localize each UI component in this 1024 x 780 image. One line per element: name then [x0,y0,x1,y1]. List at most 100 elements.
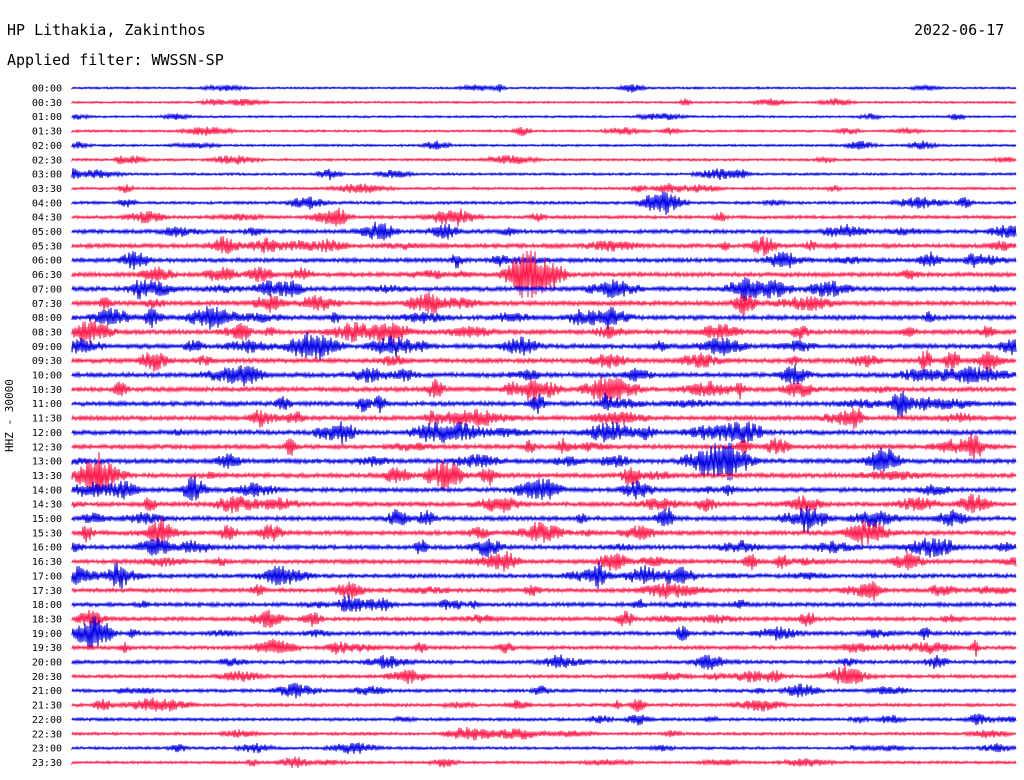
row-label-0530: 05:30 [32,241,62,252]
row-label-2330: 23:30 [32,758,62,769]
row-label-1130: 11:30 [32,414,62,425]
trace-row-0500 [71,221,1017,241]
row-label-0100: 01:00 [32,112,62,123]
trace-row-1000 [71,364,1017,387]
trace-row-1530 [71,518,1017,546]
row-label-1530: 15:30 [32,528,62,539]
row-label-0900: 09:00 [32,342,62,353]
trace-row-0630 [71,250,1017,299]
trace-row-0130 [71,126,1017,136]
trace-row-1700 [71,562,1017,589]
trace-row-1630 [71,551,1017,572]
trace-row-1030 [71,376,1017,403]
trace-rows [71,83,1017,769]
row-label-0330: 03:30 [32,184,62,195]
row-label-1900: 19:00 [32,629,62,640]
row-label-1500: 15:00 [32,514,62,525]
station-title: HP Lithakia, Zakinthos [7,21,206,39]
trace-row-1730 [71,580,1017,602]
row-label-2100: 21:00 [32,686,62,697]
row-labels: 00:00 00:30 01:00 01:30 02:00 02:30 03:00 03:30… [32,84,62,769]
row-label-0000: 00:00 [32,84,62,95]
row-label-0430: 04:30 [32,213,62,224]
trace-row-0900 [71,331,1017,361]
row-label-2030: 20:30 [32,672,62,683]
row-label-1100: 11:00 [32,399,62,410]
row-label-0630: 06:30 [32,270,62,281]
row-label-2230: 22:30 [32,729,62,740]
trace-row-2000 [71,654,1017,670]
trace-row-1330 [71,451,1017,497]
trace-row-1600 [71,537,1017,558]
row-label-0400: 04:00 [32,198,62,209]
row-label-1200: 12:00 [32,428,62,439]
row-label-1030: 10:30 [32,385,62,396]
trace-row-1200 [71,421,1017,445]
trace-row-0100 [71,112,1017,121]
row-label-0700: 07:00 [32,284,62,295]
trace-row-1430 [71,493,1017,514]
row-label-2200: 22:00 [32,715,62,726]
trace-row-0000 [71,83,1017,93]
row-label-2000: 20:00 [32,658,62,669]
row-label-1800: 18:00 [32,600,62,611]
row-label-0030: 00:30 [32,98,62,109]
trace-row-1300 [71,442,1017,481]
trace-row-1930 [71,638,1017,657]
trace-row-1800 [71,594,1017,612]
row-label-0500: 05:00 [32,227,62,238]
row-label-1000: 10:00 [32,371,62,382]
row-label-0600: 06:00 [32,256,62,267]
trace-row-1400 [71,476,1017,501]
row-label-1430: 14:30 [32,500,62,511]
row-label-2130: 21:30 [32,701,62,712]
trace-row-1900 [71,615,1017,650]
row-label-1700: 17:00 [32,571,62,582]
row-label-1300: 13:00 [32,457,62,468]
trace-row-2030 [71,664,1017,685]
row-label-2300: 23:00 [32,744,62,755]
trace-row-0330 [71,182,1017,194]
row-label-0830: 08:30 [32,327,62,338]
row-label-0230: 02:30 [32,155,62,166]
row-label-1230: 12:30 [32,442,62,453]
trace-row-0930 [71,350,1017,372]
trace-row-0530 [71,235,1017,257]
trace-row-1230 [71,433,1017,460]
trace-row-2300 [71,742,1017,755]
trace-row-1100 [71,391,1017,418]
trace-row-0600 [71,251,1017,270]
row-label-0730: 07:30 [32,299,62,310]
trace-row-2130 [71,697,1017,712]
row-label-0930: 09:30 [32,356,62,367]
trace-row-0200 [71,140,1017,150]
row-label-1330: 13:30 [32,471,62,482]
date-label: 2022-06-17 [914,21,1005,39]
trace-row-1130 [71,408,1017,430]
filter-label: Applied filter: WWSSN-SP [7,51,224,69]
trace-row-2230 [71,727,1017,741]
row-label-1730: 17:30 [32,586,62,597]
trace-row-1500 [71,506,1017,533]
trace-row-0830 [71,320,1017,344]
trace-row-0730 [71,292,1017,316]
row-label-0300: 03:00 [32,170,62,181]
trace-row-0030 [71,97,1017,107]
row-label-0130: 01:30 [32,127,62,138]
row-label-1600: 16:00 [32,543,62,554]
row-label-0200: 02:00 [32,141,62,152]
trace-row-0400 [71,191,1017,215]
row-label-1400: 14:00 [32,485,62,496]
trace-row-2200 [71,713,1017,726]
row-label-1630: 16:30 [32,557,62,568]
trace-row-0800 [71,306,1017,331]
trace-row-2100 [71,682,1017,699]
trace-row-1830 [71,609,1017,629]
trace-row-0700 [71,277,1017,302]
trace-row-0430 [71,207,1017,227]
trace-row-0300 [71,168,1017,181]
trace-row-0230 [71,155,1017,165]
row-label-1830: 18:30 [32,614,62,625]
row-label-1930: 19:30 [32,643,62,654]
